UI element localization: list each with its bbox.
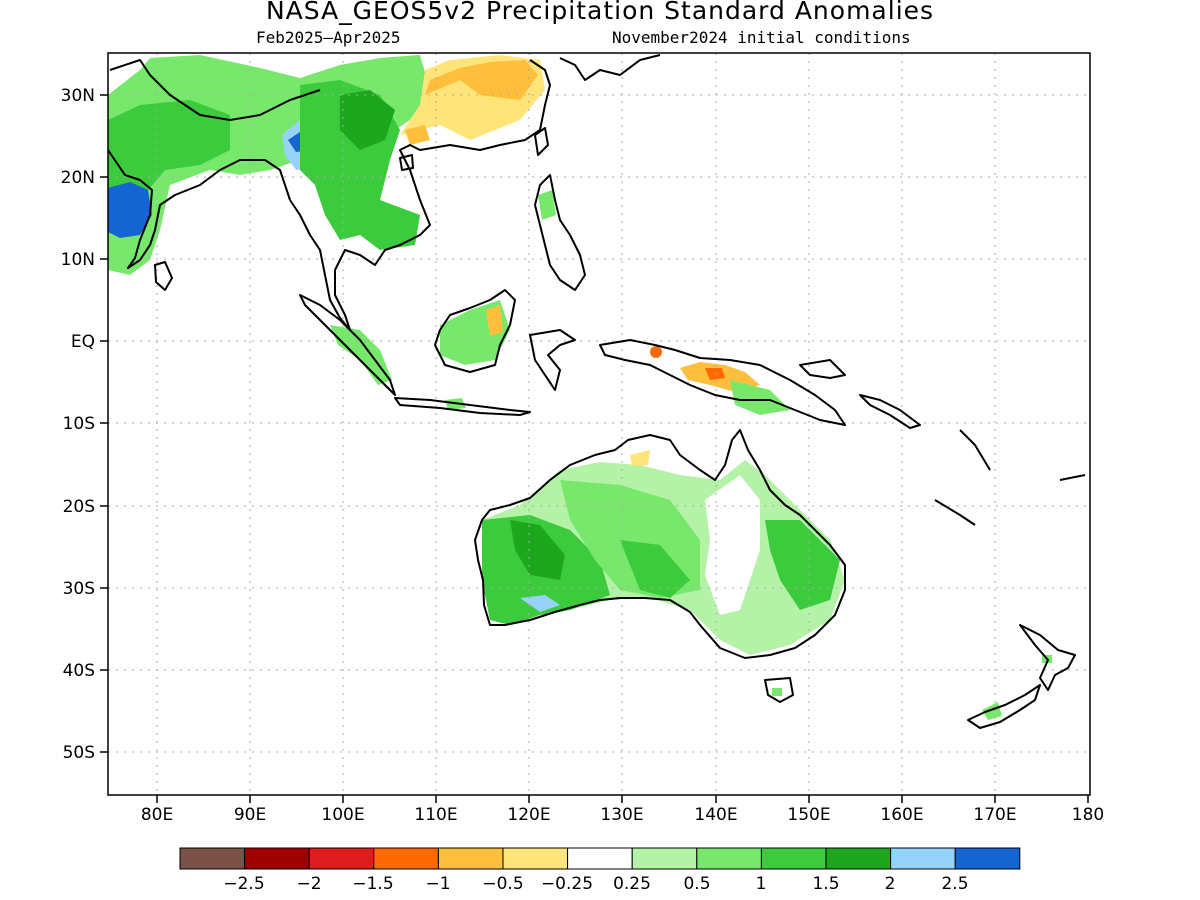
lat-label: 20S <box>63 497 95 517</box>
lon-label: 90E <box>234 805 266 825</box>
coast-solomons <box>859 394 921 429</box>
colorbar-label: 0.5 <box>683 874 710 894</box>
anomaly-tasmania <box>772 688 782 696</box>
anomaly-borneo-dry <box>486 305 503 336</box>
anomaly-australia-west-strong <box>510 520 565 580</box>
map-border <box>107 52 1091 796</box>
anomaly-australia-north-dry <box>630 450 650 466</box>
colorbar-swatch <box>760 847 827 870</box>
lat-label: 40S <box>63 661 95 681</box>
coast-philippines <box>534 174 586 291</box>
colorbar-swatch <box>308 847 375 870</box>
anomaly-india-blue <box>108 182 152 238</box>
colorbar-label: −0.25 <box>541 874 593 894</box>
anomaly-newguinea-strongdry <box>705 368 725 380</box>
colorbar-label: 2.5 <box>941 874 968 894</box>
lon-label: 100E <box>321 805 364 825</box>
lat-label: 50S <box>63 743 95 763</box>
anomaly-china-dry-strong <box>425 60 538 100</box>
colorbar-swatch <box>502 847 569 870</box>
lon-label: 140E <box>694 805 737 825</box>
colorbar-label: 1 <box>756 874 767 894</box>
lon-labels: 80E 90E 100E 110E 120E 130E 140E 150E 16… <box>141 805 1104 825</box>
colorbar-swatch <box>631 847 698 870</box>
anomaly-india-strong <box>108 100 230 200</box>
colorbar-swatch <box>696 847 762 870</box>
forecast-period: Feb2025–Apr2025 <box>256 28 401 47</box>
map-frame <box>108 53 1090 795</box>
colorbar-label: −0.5 <box>482 874 523 894</box>
anomaly-newguinea-wet <box>730 380 790 415</box>
colorbar-swatch <box>244 847 310 870</box>
colorbar-label: −2 <box>296 874 321 894</box>
lat-labels: 30N 20N 10N EQ 10S 20S 30S 40S 50S <box>61 86 95 763</box>
coast-srilanka <box>154 261 173 291</box>
colorbar-label: −1.5 <box>352 874 393 894</box>
coast-korea-japan <box>559 54 661 81</box>
map-title: NASA_GEOS5v2 Precipitation Standard Anom… <box>265 0 935 25</box>
coast-java <box>394 397 531 416</box>
coast-hainan <box>399 154 414 171</box>
coast-nz-north <box>1019 624 1076 691</box>
colorbar-label: 2 <box>885 874 896 894</box>
colorbar: −2.5 −2 −1.5 −1 −0.5 −0.25 0.25 0.5 1 1.… <box>179 847 1021 894</box>
axis-ticks <box>100 94 1089 803</box>
colorbar-label: 0.25 <box>613 874 651 894</box>
anomaly-sichuan <box>340 90 395 150</box>
lon-label: 80E <box>141 805 173 825</box>
colorbar-label: 1.5 <box>812 874 839 894</box>
lat-label: 10N <box>61 250 95 270</box>
colorbar-swatch <box>954 847 1021 870</box>
colorbar-swatch <box>890 847 956 870</box>
coast-nz-south <box>967 684 1041 729</box>
lat-label: 20N <box>61 168 95 188</box>
anomaly-china-dry-small <box>405 125 430 145</box>
lat-label: EQ <box>71 332 95 352</box>
anomaly-birdshead-dry <box>650 346 662 358</box>
colorbar-label: −2.5 <box>223 874 264 894</box>
coast-himalaya-border <box>109 59 321 121</box>
colorbar-labels: −2.5 −2 −1.5 −1 −0.5 −0.25 0.25 0.5 1 1.… <box>223 874 968 894</box>
lon-label: 130E <box>600 805 643 825</box>
coast-borneo <box>434 289 516 373</box>
colorbar-swatch <box>567 847 633 870</box>
anomaly-fields <box>108 55 1052 720</box>
anomaly-australia-sw-blue <box>520 595 560 612</box>
lat-label: 30S <box>63 579 95 599</box>
coast-australia <box>474 429 846 659</box>
initial-conditions: November2024 initial conditions <box>612 28 911 47</box>
coast-tasmania <box>764 677 794 703</box>
colorbar-swatch <box>437 847 504 870</box>
coast-burma-thai <box>289 59 551 331</box>
lon-label: 150E <box>787 805 830 825</box>
lon-label: 180 <box>1072 805 1104 825</box>
anomaly-nz-south <box>982 702 1002 720</box>
lat-label: 30N <box>61 86 95 106</box>
coast-taiwan <box>534 127 549 156</box>
lon-label: 160E <box>880 805 923 825</box>
colorbar-swatch <box>179 847 246 870</box>
coastlines <box>108 54 1086 729</box>
coast-newbritain <box>799 359 846 379</box>
coast-newguinea <box>599 339 846 426</box>
lat-label: 10S <box>63 414 95 434</box>
colorbar-swatch <box>373 847 439 870</box>
colorbar-swatches <box>179 847 1021 870</box>
coast-sumatra <box>299 294 396 396</box>
colorbar-swatch <box>825 847 892 870</box>
anomaly-australia-central-strong <box>620 540 690 598</box>
lon-label: 120E <box>507 805 550 825</box>
coast-sulawesi <box>529 329 576 391</box>
anomaly-sumatra <box>330 325 392 385</box>
anomaly-philippines <box>538 190 556 220</box>
lon-label: 110E <box>414 805 457 825</box>
lon-label: 170E <box>973 805 1016 825</box>
anomaly-australia-east-dry <box>705 475 760 615</box>
coast-india <box>108 149 291 269</box>
colorbar-label: −1 <box>425 874 450 894</box>
coast-vanuatu-fiji <box>934 429 1086 526</box>
